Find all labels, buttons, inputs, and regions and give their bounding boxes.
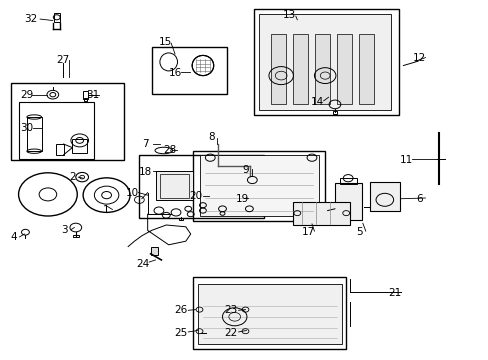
Text: 20: 20 bbox=[189, 191, 202, 201]
Bar bbox=[19, 102, 94, 159]
Bar bbox=[193, 151, 325, 221]
Bar bbox=[369, 182, 399, 211]
Bar bbox=[151, 47, 227, 94]
Text: 18: 18 bbox=[139, 167, 152, 177]
Text: 16: 16 bbox=[168, 68, 182, 78]
Bar bbox=[72, 139, 87, 153]
Bar bbox=[259, 14, 390, 110]
Text: 21: 21 bbox=[387, 288, 401, 298]
Text: 13: 13 bbox=[282, 10, 296, 20]
Bar bbox=[193, 277, 345, 349]
Text: 26: 26 bbox=[174, 305, 187, 315]
Bar bbox=[156, 171, 193, 200]
Text: 10: 10 bbox=[125, 188, 138, 198]
Text: 29: 29 bbox=[20, 90, 34, 100]
Bar bbox=[339, 178, 356, 184]
Bar bbox=[83, 91, 88, 99]
Bar bbox=[54, 13, 60, 22]
Text: 19: 19 bbox=[235, 194, 248, 204]
Bar bbox=[332, 111, 337, 114]
Text: 17: 17 bbox=[301, 227, 314, 237]
Text: 25: 25 bbox=[174, 328, 187, 338]
Text: 23: 23 bbox=[224, 305, 237, 315]
Circle shape bbox=[50, 93, 56, 97]
Bar bbox=[271, 34, 285, 104]
Bar bbox=[293, 202, 349, 225]
Bar bbox=[254, 9, 398, 115]
Text: 5: 5 bbox=[356, 227, 363, 237]
Text: 6: 6 bbox=[415, 194, 422, 204]
Text: 14: 14 bbox=[310, 96, 324, 107]
Bar bbox=[150, 247, 158, 255]
Text: 1: 1 bbox=[103, 204, 110, 215]
Text: 30: 30 bbox=[20, 123, 33, 133]
Text: 28: 28 bbox=[163, 145, 177, 156]
Text: 4: 4 bbox=[10, 232, 17, 242]
Text: 7: 7 bbox=[142, 139, 149, 149]
Bar bbox=[198, 284, 342, 344]
Text: 27: 27 bbox=[56, 55, 69, 66]
Bar bbox=[11, 83, 124, 160]
Bar bbox=[73, 235, 79, 237]
Text: 32: 32 bbox=[23, 14, 37, 24]
Bar bbox=[56, 144, 63, 155]
Bar bbox=[199, 155, 319, 216]
Bar bbox=[84, 98, 87, 101]
Bar bbox=[139, 155, 264, 218]
Text: 15: 15 bbox=[158, 37, 172, 48]
Text: 8: 8 bbox=[207, 132, 214, 142]
Text: 31: 31 bbox=[86, 90, 100, 100]
Bar bbox=[315, 34, 329, 104]
Bar bbox=[293, 34, 307, 104]
Bar bbox=[359, 34, 373, 104]
Text: 2: 2 bbox=[69, 172, 76, 182]
Text: 22: 22 bbox=[224, 328, 237, 338]
Text: 3: 3 bbox=[61, 225, 68, 235]
Text: 11: 11 bbox=[399, 155, 413, 165]
Bar bbox=[160, 174, 188, 198]
Bar bbox=[337, 34, 351, 104]
Text: 9: 9 bbox=[242, 165, 249, 175]
Bar bbox=[27, 117, 41, 151]
Bar bbox=[334, 183, 361, 220]
Text: 24: 24 bbox=[136, 258, 149, 269]
Text: 12: 12 bbox=[412, 53, 426, 63]
Bar bbox=[179, 218, 183, 220]
